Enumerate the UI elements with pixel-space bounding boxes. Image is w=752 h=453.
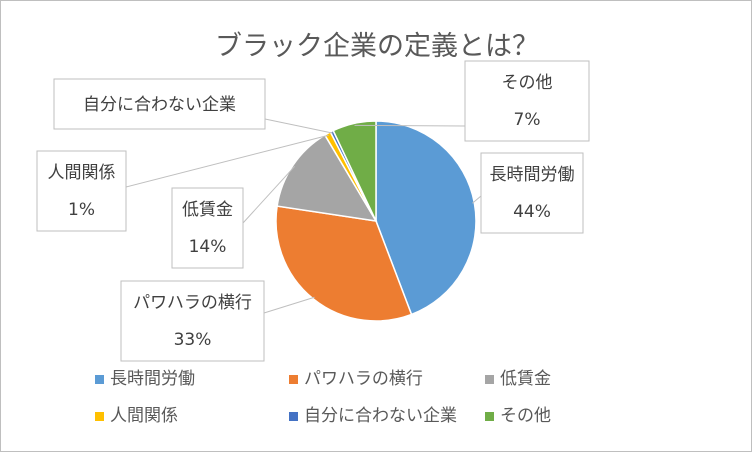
data-label-box [120,280,265,362]
legend-swatch [95,412,104,421]
data-label-box [464,60,590,142]
pie-slice [332,120,377,222]
data-label-box [36,150,127,232]
data-label-value: 44% [513,202,551,222]
data-label-category: 人間関係 [48,163,116,183]
data-label-category: その他 [502,73,553,93]
legend-swatch [289,412,298,421]
pie-slice [375,120,477,316]
legend-label: 低賃金 [500,369,551,389]
leader-line [472,195,482,204]
data-label-value: 1% [68,200,95,220]
legend-swatch [289,375,298,384]
data-label-category: 長時間労働 [490,165,575,185]
leader-line [264,118,333,134]
legend-swatch [485,412,494,421]
legend-label: 自分に合わない企業 [304,406,457,426]
leader-line [354,124,466,127]
legend-label: その他 [500,406,551,426]
leader-line [125,134,329,188]
chart-title: ブラック企業の定義とは？ [215,31,539,62]
data-label-value: 14% [189,237,227,257]
data-label-value: 7% [514,110,541,130]
legend-swatch [95,375,104,384]
data-label-box [53,78,266,130]
data-label-box [480,152,584,234]
data-label-box [171,187,244,269]
leader-line [263,296,315,314]
legend-label: パワハラの横行 [304,369,423,389]
data-label-category: パワハラの横行 [133,293,252,313]
legend-swatch [485,375,494,384]
leader-line [242,165,296,224]
legend-label: 人間関係 [110,406,178,426]
data-label-category: 低賃金 [182,200,233,220]
data-label-category: 自分に合わない企業 [83,95,236,115]
data-label-value: 33% [174,330,212,350]
legend-label: 長時間労働 [110,369,195,389]
pie-slice [275,205,413,322]
